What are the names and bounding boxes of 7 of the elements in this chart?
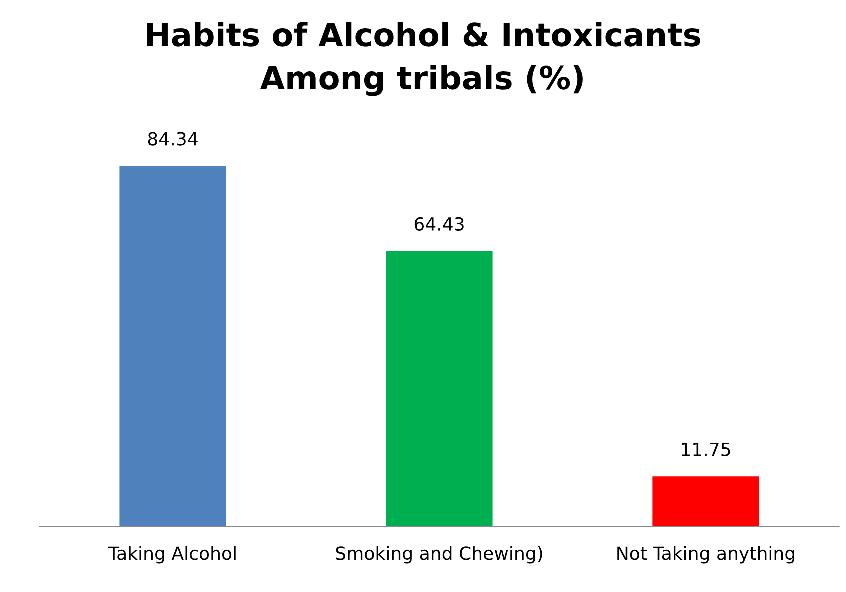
data-label: 84.34 [148, 132, 198, 146]
x-tick-label: Not Taking anything [618, 546, 794, 564]
chart-title: Habits of Alcohol & Intoxicants Among tribals (%) [147, 22, 700, 96]
x-tick-label: Smoking and Chewing) [336, 546, 542, 564]
x-tick-label: Taking Alcohol [108, 546, 236, 564]
data-label: 64.43 [414, 217, 464, 232]
data-label: 11.75 [682, 443, 730, 456]
